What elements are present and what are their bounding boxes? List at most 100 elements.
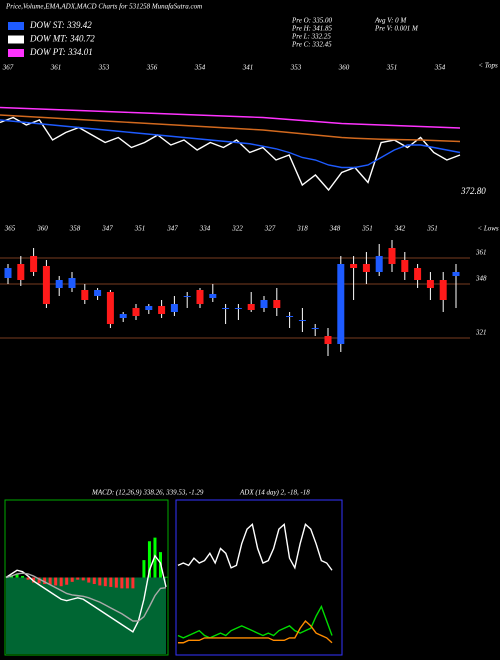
histogram-bar	[21, 576, 25, 578]
histogram-bar	[76, 577, 80, 580]
candle-body	[196, 290, 204, 304]
legend-swatch	[8, 35, 24, 44]
candle-body	[401, 260, 409, 272]
histogram-bar	[54, 577, 58, 586]
histogram-bar	[37, 577, 41, 584]
candle-body	[247, 304, 255, 310]
lows-label: < Lows	[477, 225, 499, 233]
candle-body	[158, 306, 166, 314]
candle-body	[286, 316, 294, 317]
candle-body	[426, 280, 434, 288]
macd-label: MACD: (12,26,9) 338.26, 339.53, -1.29	[91, 489, 204, 497]
candle-body	[30, 256, 38, 272]
low-label: 360	[36, 225, 48, 233]
low-label: 347	[101, 225, 113, 233]
ema-line	[0, 114, 461, 143]
candle-body	[298, 320, 306, 321]
ema-line	[0, 116, 461, 192]
candle-body	[337, 264, 345, 344]
candle-body	[350, 264, 358, 268]
top-label: 367	[2, 64, 14, 72]
candle-body	[388, 248, 396, 264]
candle-body	[17, 264, 25, 280]
histogram-bar	[131, 577, 135, 589]
candle-body	[81, 290, 89, 300]
adx-label: ADX (14 day) 2, -18, -18	[239, 489, 310, 497]
candle-body	[222, 308, 230, 309]
tops-label: < Tops	[478, 62, 498, 70]
candle-body	[414, 268, 422, 280]
adx-line	[177, 604, 333, 639]
candle-body	[452, 272, 460, 276]
candle-body	[106, 292, 114, 324]
low-label: 327	[264, 225, 276, 233]
histogram-bar	[70, 577, 74, 582]
macd-frame	[4, 499, 169, 656]
info-text: Pre C: 332.45	[291, 41, 332, 49]
info-text: Pre V: 0.001 M	[374, 25, 419, 33]
candle-body	[324, 336, 332, 344]
low-label: 351	[426, 225, 438, 233]
candle-body	[311, 328, 319, 329]
ema-line	[0, 106, 461, 129]
top-label: 351	[386, 64, 398, 72]
legend-label: DOW MT: 340.72	[29, 34, 95, 44]
histogram-bar	[32, 577, 36, 583]
legend-label: DOW ST: 339.42	[29, 20, 92, 30]
histogram-bar	[92, 577, 96, 585]
top-label: 353	[98, 64, 110, 72]
histogram-bar	[114, 577, 118, 588]
candle-body	[132, 308, 140, 316]
legend-swatch	[8, 49, 24, 57]
low-label: 342	[394, 225, 406, 233]
histogram-bar	[26, 577, 30, 580]
histogram-bar	[59, 577, 63, 587]
candle-body	[439, 280, 447, 300]
last-price: 372.80	[460, 186, 486, 196]
histogram-bar	[103, 577, 107, 587]
low-label: 334	[199, 225, 211, 233]
candle-body	[119, 314, 127, 318]
ema-line	[0, 119, 461, 169]
low-label: 358	[69, 225, 81, 233]
histogram-bar	[15, 573, 19, 578]
low-label: 351	[361, 225, 373, 233]
top-label: 361	[50, 64, 62, 72]
histogram-bar	[81, 577, 85, 581]
candle-body	[183, 296, 191, 297]
y-tick-label: 361	[475, 249, 487, 257]
top-label: 356	[146, 64, 158, 72]
y-tick-label: 348	[475, 275, 487, 283]
candle-body	[55, 280, 63, 288]
macd-bg	[6, 577, 166, 654]
y-tick-label: 321	[475, 329, 487, 337]
histogram-bar	[125, 577, 129, 589]
histogram-bar	[164, 576, 168, 578]
macd-line	[5, 554, 167, 633]
candle-body	[209, 294, 217, 298]
macd-line	[5, 572, 167, 622]
candle-body	[362, 264, 370, 272]
low-label: 347	[166, 225, 178, 233]
low-label: 318	[296, 225, 308, 233]
histogram-bar	[120, 577, 124, 589]
adx-line	[178, 619, 333, 644]
histogram-bar	[142, 560, 146, 578]
candle-body	[234, 308, 242, 309]
low-label: 348	[329, 225, 341, 233]
candle-body	[4, 268, 12, 278]
candle-body	[375, 256, 383, 272]
adx-line	[177, 522, 333, 571]
chart-title: Price,Volume,EMA,ADX,MACD Charts for 531…	[5, 3, 202, 11]
top-label: 354	[434, 64, 446, 72]
histogram-bar	[65, 577, 69, 585]
legend-swatch	[8, 22, 24, 30]
info-text: Pre H: 341.85	[291, 25, 332, 33]
candle-body	[260, 300, 268, 308]
low-label: 351	[134, 225, 146, 233]
low-label: 365	[4, 225, 16, 233]
legend-label: DOW PT: 334.01	[29, 47, 93, 57]
histogram-bar	[147, 541, 151, 578]
info-text: Pre L: 332.25	[291, 33, 331, 41]
